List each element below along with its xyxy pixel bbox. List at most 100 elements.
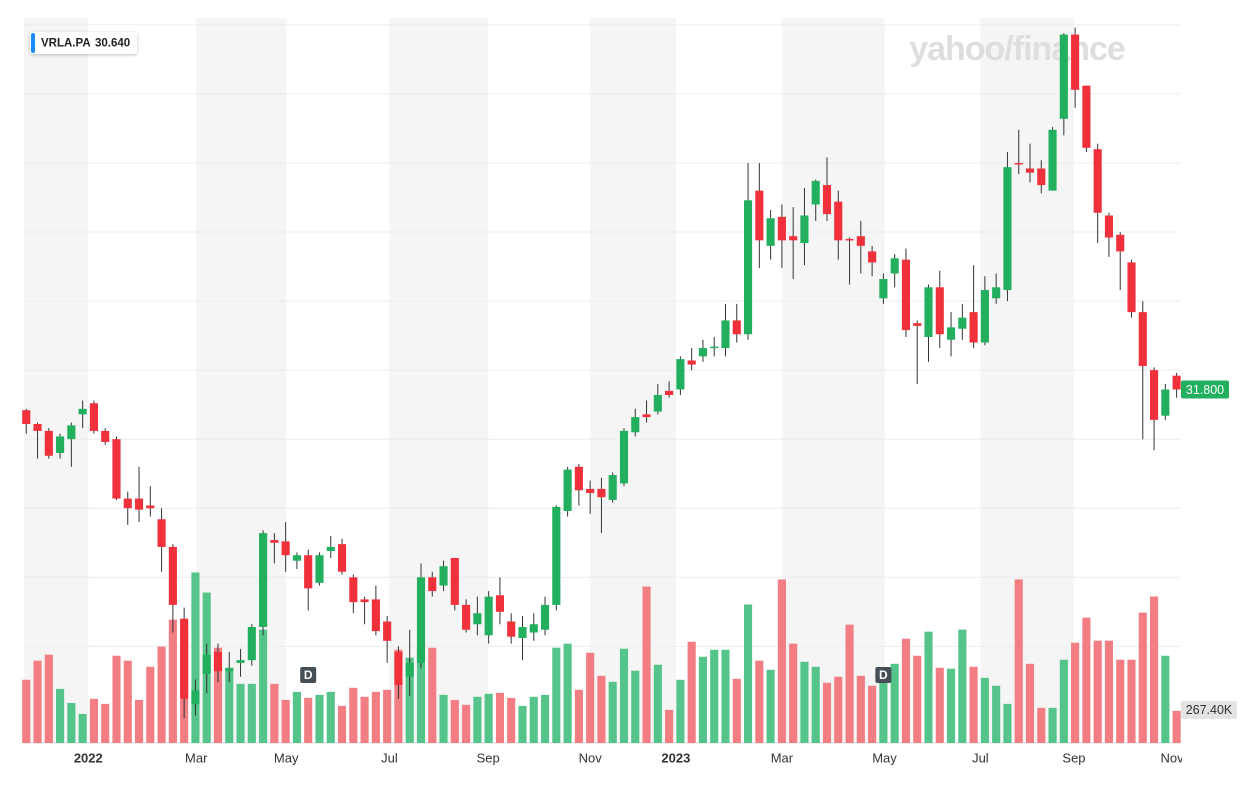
- candle-body: [473, 613, 482, 625]
- candle-body: [766, 218, 775, 246]
- candle-body: [563, 469, 572, 511]
- volume-bar: [428, 647, 437, 743]
- candle-body: [631, 417, 640, 433]
- candle-body: [146, 505, 155, 509]
- volume-bar: [743, 604, 753, 743]
- candle-body: [360, 599, 369, 603]
- candle-body: [800, 215, 809, 244]
- candle-body: [44, 430, 53, 456]
- volume-bar: [586, 652, 595, 743]
- last-volume-box: [1181, 700, 1237, 719]
- volume-bar: [157, 646, 166, 743]
- candle-body: [67, 425, 76, 440]
- x-tick-label: May: [274, 750, 299, 765]
- period-shade: [590, 18, 676, 743]
- candle-body: [1116, 234, 1125, 252]
- candle-body: [292, 555, 301, 561]
- volume-bar: [123, 660, 132, 743]
- candle-body: [518, 627, 527, 639]
- candle-body: [574, 466, 583, 491]
- y-tick-label: 22.500: [1187, 638, 1227, 653]
- volume-bar: [270, 683, 279, 743]
- y-tick-label: 27.500: [1187, 500, 1227, 515]
- candle-body: [698, 348, 707, 357]
- volume-bar: [540, 694, 550, 743]
- period-shade: [781, 18, 885, 743]
- period-shade: [196, 18, 287, 743]
- candle-body: [755, 190, 764, 241]
- candle-body: [822, 185, 832, 215]
- x-tick-label: Sep: [477, 750, 500, 765]
- candle-body: [777, 216, 786, 241]
- candle-body: [1150, 370, 1159, 420]
- volume-bar: [800, 661, 809, 743]
- volume-bar: [281, 699, 290, 743]
- candle-body: [1082, 85, 1091, 148]
- candle-body: [856, 236, 865, 246]
- volume-bar: [563, 643, 572, 743]
- candle-body: [980, 290, 989, 343]
- volume-bar: [304, 697, 313, 743]
- last-volume-label: 267.40K: [1186, 703, 1233, 717]
- volume-bar: [597, 675, 606, 743]
- volume-bar: [1150, 596, 1159, 743]
- y-tick-label: 30.000: [1187, 431, 1227, 446]
- period-shade: [389, 18, 489, 743]
- volume-bar: [822, 682, 832, 743]
- candle-body: [665, 390, 674, 395]
- candle-body: [1048, 129, 1057, 191]
- candle-body: [439, 566, 448, 586]
- legend-box: [30, 32, 137, 54]
- candle-body: [1161, 389, 1170, 416]
- candle-body: [394, 651, 403, 685]
- legend-symbol: VRLA.PA: [41, 38, 91, 50]
- x-tick-label: 2023: [661, 750, 690, 765]
- x-tick-label: Mar: [771, 750, 794, 765]
- volume-bar: [1161, 655, 1170, 743]
- candle-body: [281, 541, 290, 556]
- volume-bar: [868, 685, 877, 743]
- candle-body: [1037, 168, 1046, 186]
- candle-body: [811, 180, 820, 205]
- candle-body: [383, 621, 392, 641]
- period-shade: [24, 18, 89, 743]
- volume-bar: [112, 655, 121, 743]
- volume-bar: [653, 664, 662, 743]
- candle-body: [789, 236, 798, 241]
- volume-bar: [834, 676, 843, 743]
- candle-body: [935, 287, 944, 335]
- candle-body: [1014, 163, 1023, 165]
- candle-body: [33, 424, 42, 431]
- volume-bar: [191, 572, 200, 743]
- y-tick-label: 42.500: [1187, 85, 1227, 100]
- y-tick-label: 32.500: [1187, 362, 1227, 377]
- candle-body: [721, 320, 730, 349]
- candle-body: [428, 577, 437, 592]
- volume-bar: [958, 629, 967, 743]
- x-tick-label: May: [872, 750, 897, 765]
- candle-body: [168, 546, 177, 605]
- volume-bar: [416, 645, 426, 743]
- volume-bar: [146, 666, 155, 743]
- volume-bar: [1116, 659, 1125, 743]
- volume-bar: [78, 713, 87, 743]
- candle-body: [112, 439, 121, 499]
- candle-layer: [22, 27, 1181, 719]
- x-tick-label: Nov: [1161, 750, 1185, 765]
- volume-bar: [687, 641, 696, 743]
- volume-bar: [315, 694, 324, 743]
- candle-body: [969, 312, 978, 343]
- volume-bar: [1127, 659, 1136, 743]
- candle-body: [304, 555, 313, 589]
- candle-body: [834, 201, 843, 241]
- volume-bar: [450, 699, 459, 743]
- volume-bar: [1003, 703, 1012, 743]
- candle-body: [191, 690, 200, 705]
- candle-body: [529, 624, 538, 633]
- volume-bar: [349, 687, 358, 743]
- last-price-box: [1181, 380, 1229, 399]
- volume-bar: [574, 689, 583, 743]
- volume-bar: [969, 666, 978, 743]
- candle-body: [1071, 34, 1080, 90]
